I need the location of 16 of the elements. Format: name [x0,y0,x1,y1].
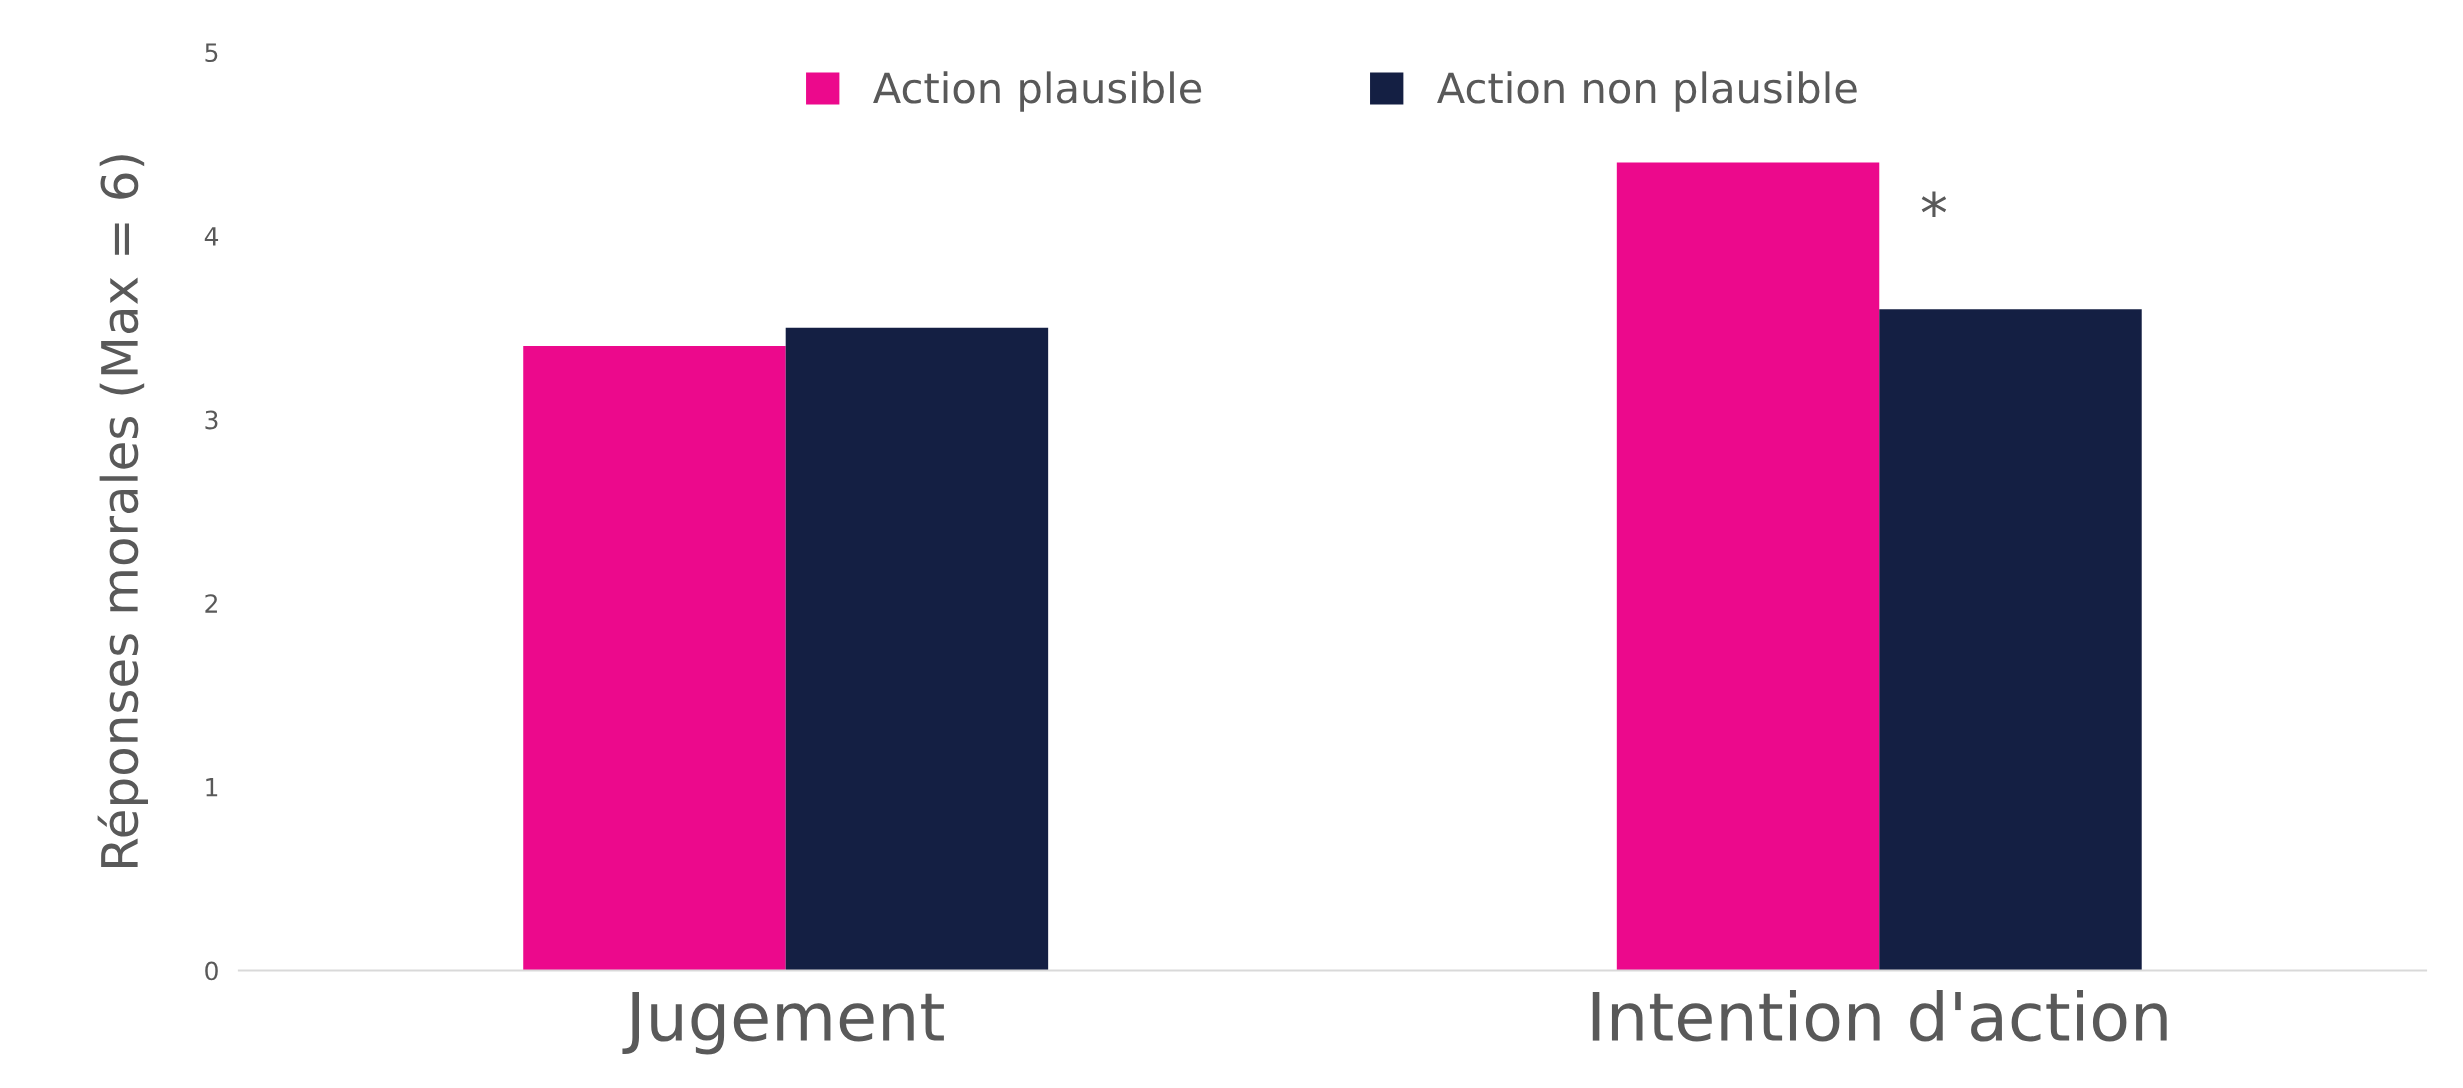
bar [523,346,786,971]
legend-label: Action non plausible [1437,71,1857,112]
y-tick-label: 1 [206,778,218,797]
annotation: * [1921,191,1947,217]
y-axis-title: Réponses morales (Max = 6) [97,155,148,867]
x-tick-label: Intention d'action [1592,989,2167,1042]
legend-label: Action plausible [873,71,1202,112]
y-tick-label: 0 [205,961,218,981]
y-tick-label: 2 [205,594,217,613]
x-tick-label: Jugement [622,991,944,1055]
bar [785,327,1049,971]
bar [1616,162,1880,971]
y-tick-label: 3 [205,410,218,430]
y-tick-label: 4 [204,227,219,246]
bar [1879,309,2142,971]
y-tick-label: 5 [205,43,218,63]
